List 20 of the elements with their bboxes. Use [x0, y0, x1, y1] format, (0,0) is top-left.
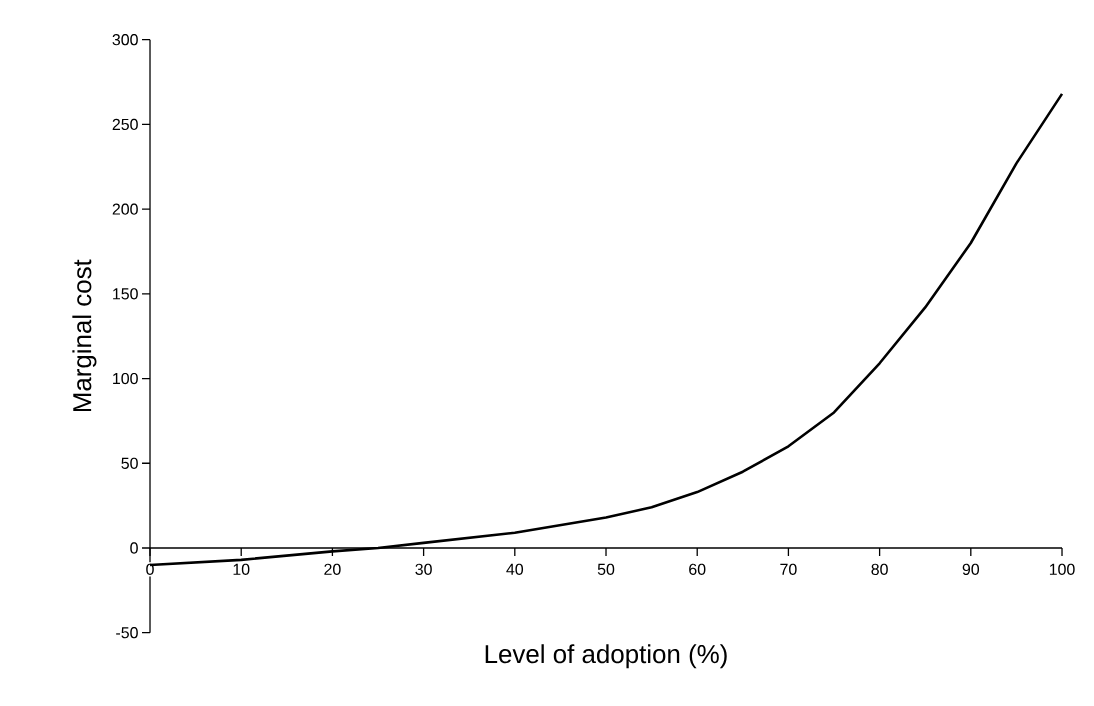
y-tick-label: -50 — [116, 627, 138, 639]
x-tick-label: 30 — [415, 563, 432, 575]
x-tick-label: 20 — [324, 563, 341, 575]
x-tick-label: 60 — [689, 563, 706, 575]
y-tick-label: 150 — [113, 288, 138, 300]
y-tick-label: 0 — [130, 542, 138, 554]
y-tick-label: 50 — [121, 457, 138, 469]
x-axis-title: Level of adoption (%) — [485, 644, 727, 669]
x-tick-label: 10 — [233, 563, 250, 575]
x-tick-label: 90 — [962, 563, 980, 575]
x-tick-label: 80 — [871, 563, 888, 575]
y-tick-label: 200 — [112, 203, 138, 215]
y-axis-title: Marginal cost — [72, 259, 97, 412]
x-tick-label: 40 — [506, 563, 524, 575]
x-tick-label: 70 — [780, 563, 797, 575]
x-tick-label: 50 — [597, 563, 615, 575]
y-tick-label: 300 — [112, 34, 138, 46]
x-tick-label: 100 — [1049, 563, 1075, 575]
y-tick-label: 250 — [112, 118, 138, 131]
y-tick-label: 100 — [113, 372, 138, 385]
